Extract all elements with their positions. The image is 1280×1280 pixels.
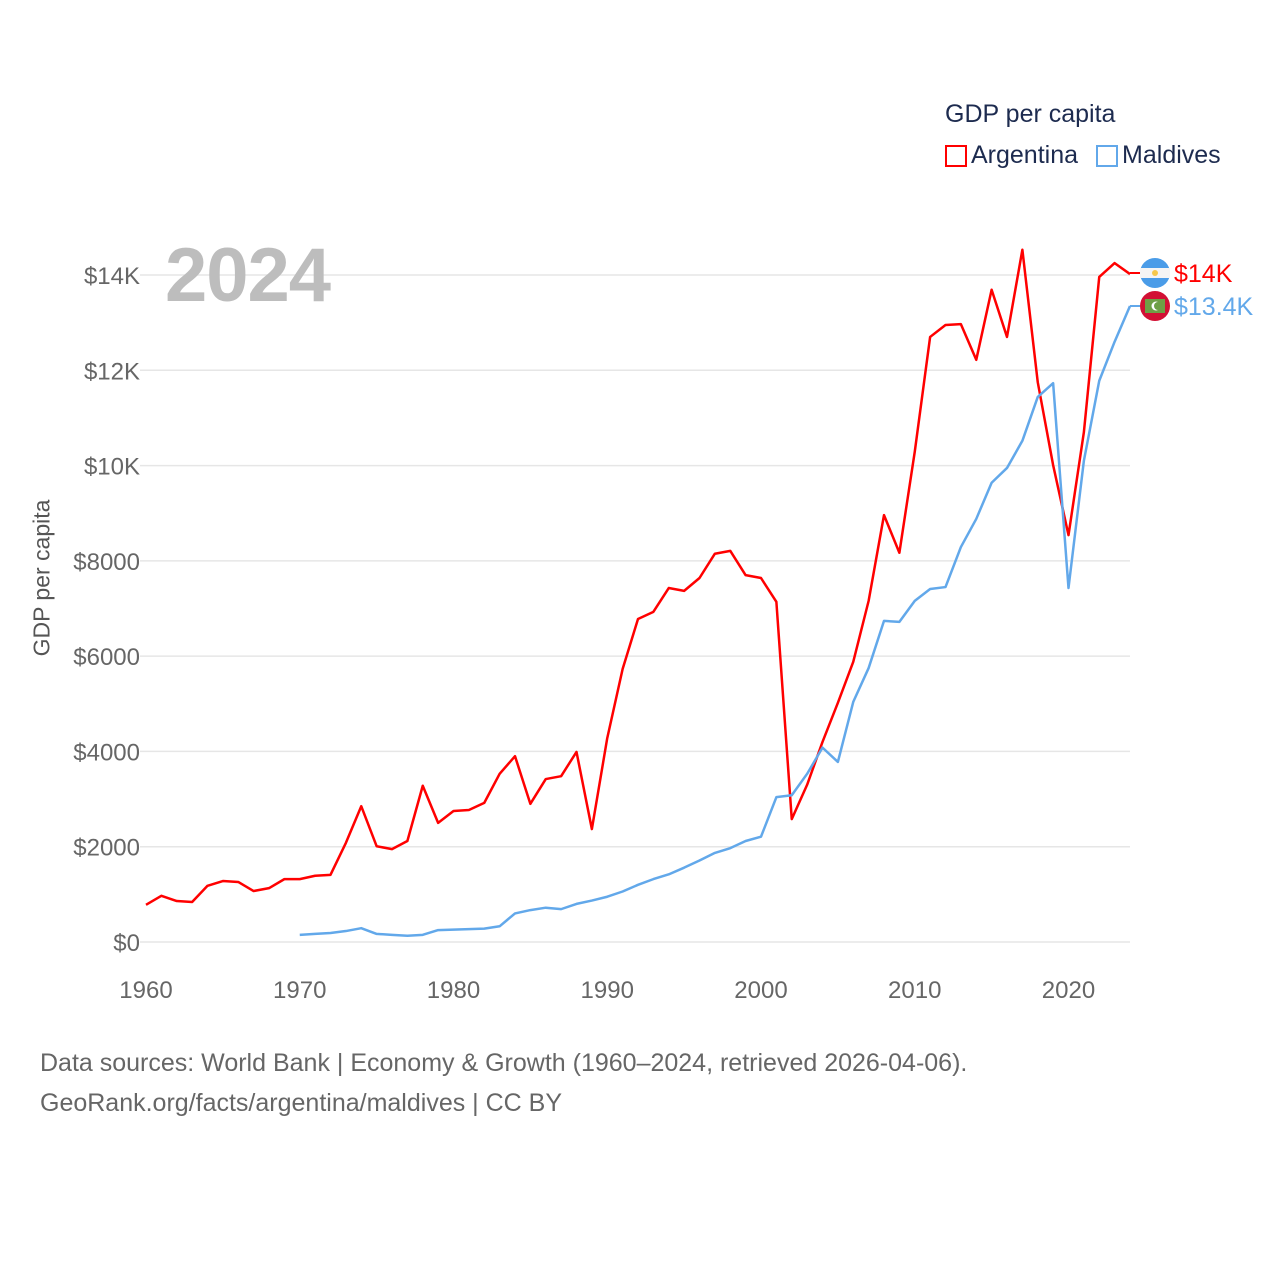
legend: GDP per capita Argentina Maldives <box>945 100 1221 170</box>
x-tick-label: 2000 <box>734 977 787 1004</box>
legend-label: Maldives <box>1122 141 1221 169</box>
y-axis-label: GDP per capita <box>28 499 55 657</box>
y-tick-label: $0 <box>113 930 140 957</box>
legend-item-maldives[interactable]: Maldives <box>1096 141 1221 170</box>
y-tick-label: $2000 <box>73 835 140 862</box>
series-line-argentina <box>145 248 1131 906</box>
y-tick-label: $14K <box>84 263 140 290</box>
attribution-link[interactable]: GeoRank.org/facts/argentina/maldives | C… <box>40 1089 563 1117</box>
y-tick-label: $10K <box>84 454 140 481</box>
x-tick-label: 1990 <box>581 977 634 1004</box>
x-tick-label: 1980 <box>427 977 480 1004</box>
legend-title: GDP per capita <box>945 100 1116 128</box>
x-tick-label: 1960 <box>119 977 172 1004</box>
sun-icon <box>1152 270 1158 276</box>
legend-swatch-argentina <box>945 144 967 167</box>
x-tick-label: 2010 <box>888 977 941 1004</box>
legend-swatch-maldives <box>1096 144 1119 167</box>
footer: Data sources: World Bank | Economy & Gro… <box>40 1043 967 1123</box>
y-tick-label: $4000 <box>73 739 140 766</box>
crescent-cut <box>1154 302 1162 310</box>
series-line-maldives <box>299 305 1132 938</box>
data-sources-text: Data sources: World Bank | Economy & Gro… <box>40 1049 968 1077</box>
legend-label: Argentina <box>971 141 1079 169</box>
end-value-label: $14K <box>1174 260 1233 288</box>
x-tick-label: 1970 <box>273 977 326 1004</box>
end-value-label: $13.4K <box>1174 293 1254 321</box>
y-tick-label: $12K <box>84 358 140 385</box>
x-tick-label: 2020 <box>1042 977 1095 1004</box>
y-tick-label: $6000 <box>73 644 140 671</box>
current-year-label: 2024 <box>165 233 331 318</box>
y-tick-label: $8000 <box>73 549 140 576</box>
legend-item-argentina[interactable]: Argentina <box>945 141 1078 170</box>
